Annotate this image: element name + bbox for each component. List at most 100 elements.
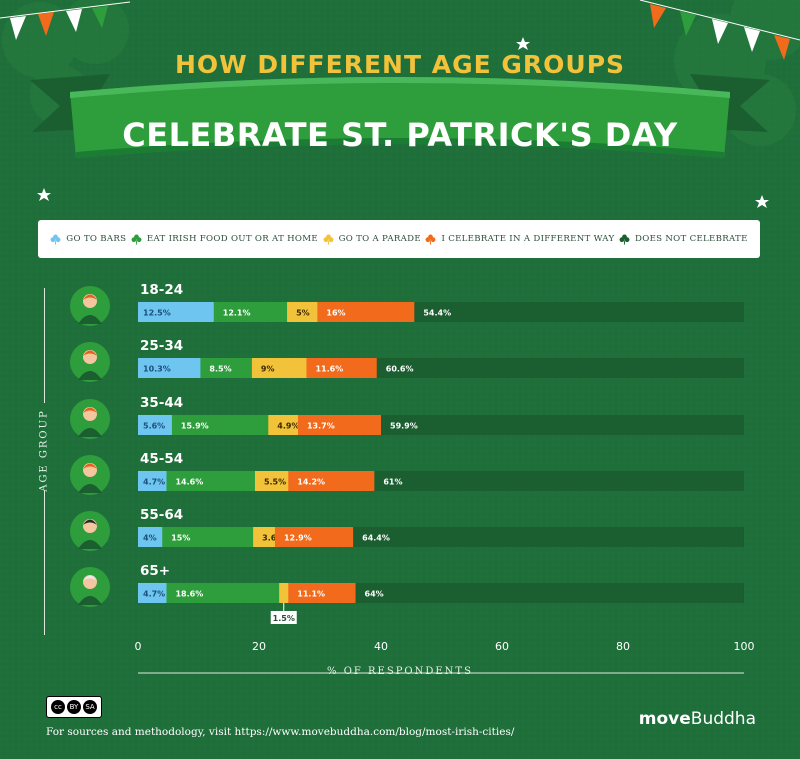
- data-label: 15.9%: [181, 422, 209, 431]
- title-top: HOW DIFFERENT AGE GROUPS: [174, 50, 626, 79]
- bar-segment: [213, 302, 293, 322]
- legend-label: GO TO BARS: [66, 234, 127, 244]
- bar-segment: [254, 471, 294, 491]
- age-group-label: 35-44: [140, 395, 184, 411]
- data-label: 10.3%: [143, 365, 171, 374]
- data-label: 5%: [296, 309, 310, 318]
- data-label: 1.5%: [273, 614, 295, 623]
- bar-segment: [138, 527, 168, 547]
- shamrock-icon: [426, 234, 436, 245]
- legend-label: DOES NOT CELEBRATE: [635, 234, 748, 244]
- bar-segment: [138, 471, 172, 491]
- sa-icon: SA: [83, 700, 97, 714]
- sources-note: For sources and methodology, visit https…: [46, 726, 515, 738]
- legend-label: I CELEBRATE IN A DIFFERENT WAY: [441, 234, 615, 244]
- legend-label: EAT IRISH FOOD OUT OR AT HOME: [146, 234, 318, 244]
- license-badge: cc BY SA: [46, 696, 102, 718]
- x-tick-label: 20: [252, 640, 266, 653]
- data-label: 8.5%: [209, 365, 231, 374]
- data-label: 12.9%: [284, 534, 312, 543]
- data-label: 4%: [143, 534, 157, 543]
- bar-segment: [414, 302, 744, 322]
- stacked-bar-chart: 12.5% 12.1% 5% 16% 54.4% 10.3% 8.5% 9% 11.6% 60.6…: [70, 286, 744, 624]
- bar-segment: [288, 471, 380, 491]
- data-label: 60.6%: [386, 365, 414, 374]
- bar-segment: [200, 358, 257, 378]
- data-label: 12.5%: [143, 309, 171, 318]
- shamrock-icon: [50, 234, 61, 245]
- data-label: 13.7%: [307, 422, 335, 431]
- data-label: 9%: [261, 365, 275, 374]
- bar-segment: [171, 415, 274, 435]
- data-label: 5.5%: [264, 478, 286, 487]
- x-tick-label: 80: [616, 640, 630, 653]
- cc-icon: cc: [51, 700, 65, 714]
- shamrock-icon: [131, 234, 142, 245]
- data-label: 3.6%: [262, 534, 284, 543]
- data-label: 64%: [365, 590, 384, 599]
- bar-segment: [166, 583, 285, 603]
- star-icon: [37, 37, 769, 208]
- age-group-label: 55-64: [140, 507, 184, 523]
- bar-segment: [297, 415, 387, 435]
- x-axis-title: % OF RESPONDENTS: [327, 666, 473, 677]
- brand-part-a: move: [638, 709, 691, 729]
- bar-segment: [138, 302, 219, 322]
- avatar-icon: [70, 342, 110, 382]
- bar-segment: [374, 471, 744, 491]
- legend-item-bars: GO TO BARS: [50, 234, 126, 245]
- avatar-icon: [70, 399, 110, 439]
- age-group-label: 65+: [140, 563, 171, 579]
- callout-box: [270, 611, 297, 624]
- data-label: 5.6%: [143, 422, 165, 431]
- bar-segment: [138, 358, 206, 378]
- legend-label: GO TO A PARADE: [338, 234, 421, 244]
- data-label: 18.6%: [175, 590, 203, 599]
- legend-item-parade: GO TO A PARADE: [323, 234, 421, 245]
- bar-segment: [274, 527, 359, 547]
- bar-segment: [306, 358, 382, 378]
- bar-segment: [287, 302, 323, 322]
- bar-segment: [376, 358, 744, 378]
- data-label: 12.1%: [223, 309, 251, 318]
- age-group-label: 25-34: [140, 338, 184, 354]
- data-label: 54.4%: [423, 309, 451, 318]
- legend-item-none: DOES NOT CELEBRATE: [619, 234, 748, 245]
- bar-segment: [138, 583, 172, 603]
- title-banner: [30, 74, 770, 158]
- x-tick-label: 0: [134, 640, 142, 653]
- brand-part-b: Buddha: [690, 709, 756, 729]
- bunting-right: [639, 0, 800, 60]
- bar-segment: [317, 302, 420, 322]
- avatar-icon: [70, 286, 110, 326]
- shamrock-icon: [619, 234, 630, 245]
- avatar-icon: [70, 455, 110, 495]
- bar-segment: [253, 527, 280, 547]
- age-group-label: 18-24: [140, 282, 184, 298]
- data-label: 14.2%: [297, 478, 325, 487]
- avatar-icon: [70, 567, 110, 607]
- x-tick-label: 60: [495, 640, 509, 653]
- data-label: 61%: [383, 478, 402, 487]
- legend-item-food: EAT IRISH FOOD OUT OR AT HOME: [131, 234, 318, 245]
- age-axis-line-bottom: [44, 490, 45, 635]
- age-group-label: 45-54: [140, 451, 184, 467]
- x-tick-label: 100: [733, 640, 755, 653]
- age-axis-label: AGE GROUP: [38, 409, 50, 492]
- data-label: 4.9%: [277, 422, 299, 431]
- data-label: 15%: [171, 534, 190, 543]
- bar-segment: [166, 471, 260, 491]
- data-label: 16%: [326, 309, 345, 318]
- x-tick-label: 40: [374, 640, 388, 653]
- bar-segment: [268, 415, 303, 435]
- data-label: 59.9%: [390, 422, 418, 431]
- bar-segment: [288, 583, 361, 603]
- data-label: 4.7%: [143, 478, 165, 487]
- title-main: CELEBRATE ST. PATRICK'S DAY: [122, 116, 678, 154]
- bar-segment: [381, 415, 744, 435]
- bar-segment: [138, 415, 177, 435]
- data-label: 11.1%: [297, 590, 325, 599]
- data-label: 14.6%: [175, 478, 203, 487]
- bar-segment: [162, 527, 259, 547]
